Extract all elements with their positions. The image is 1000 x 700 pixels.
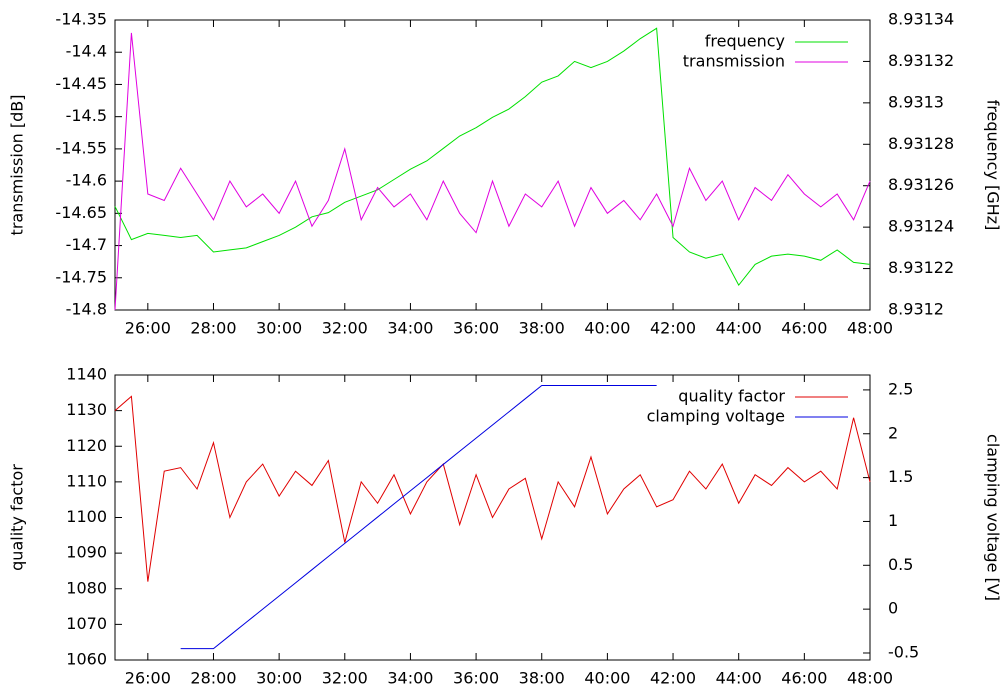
y2-tick-label: 8.9312 — [888, 300, 944, 319]
y-tick-label: 1060 — [66, 650, 107, 669]
y2-tick-label: 2 — [888, 423, 898, 442]
y-tick-label: 1100 — [66, 507, 107, 526]
x-tick-label: 42:00 — [650, 319, 696, 338]
y-tick-label: -14.7 — [66, 235, 107, 254]
legend-label: quality factor — [678, 387, 785, 406]
x-tick-label: 40:00 — [584, 669, 630, 688]
y2-tick-label: -0.5 — [888, 642, 919, 661]
y-tick-label: 1090 — [66, 543, 107, 562]
x-tick-label: 32:00 — [322, 319, 368, 338]
legend-label: frequency — [705, 32, 785, 51]
x-tick-label: 48:00 — [847, 319, 893, 338]
y2-axis-label: clamping voltage [V] — [984, 434, 1000, 601]
y2-tick-label: 8.93128 — [888, 134, 954, 153]
y-tick-label: -14.6 — [66, 171, 107, 190]
plot-border — [114, 19, 871, 311]
x-tick-label: 26:00 — [125, 319, 171, 338]
x-tick-label: 28:00 — [190, 669, 236, 688]
x-tick-label: 28:00 — [190, 319, 236, 338]
x-tick-label: 44:00 — [716, 319, 762, 338]
y2-tick-label: 8.93132 — [888, 51, 954, 70]
y-tick-label: -14.8 — [66, 300, 107, 319]
x-tick-label: 46:00 — [781, 319, 827, 338]
y2-tick-label: 1.5 — [888, 467, 913, 486]
x-tick-label: 46:00 — [781, 669, 827, 688]
y-tick-label: -14.75 — [55, 267, 107, 286]
y2-tick-label: 0 — [888, 599, 898, 618]
y2-axis-label: frequency [GHz] — [984, 100, 1000, 231]
y2-tick-label: 1 — [888, 511, 898, 530]
y-tick-label: 1110 — [66, 471, 107, 490]
y-tick-label: 1080 — [66, 578, 107, 597]
x-tick-label: 40:00 — [584, 319, 630, 338]
legend-label: clamping voltage — [647, 407, 785, 426]
y2-tick-label: 8.93122 — [888, 258, 954, 277]
y-tick-label: -14.45 — [55, 74, 107, 93]
y-tick-label: -14.35 — [55, 10, 107, 29]
y2-tick-label: 0.5 — [888, 555, 913, 574]
x-tick-label: 34:00 — [387, 669, 433, 688]
x-tick-label: 48:00 — [847, 669, 893, 688]
y2-tick-label: 2.5 — [888, 379, 913, 398]
x-tick-label: 32:00 — [322, 669, 368, 688]
y-axis-label: transmission [dB] — [8, 95, 27, 236]
y2-tick-label: 8.93134 — [888, 10, 954, 29]
x-tick-label: 38:00 — [519, 319, 565, 338]
y-axis-label: quality factor — [8, 464, 27, 571]
y-tick-label: 1070 — [66, 614, 107, 633]
y-tick-label: -14.55 — [55, 138, 107, 157]
x-tick-label: 36:00 — [453, 319, 499, 338]
x-tick-label: 26:00 — [125, 669, 171, 688]
y-tick-label: 1120 — [66, 436, 107, 455]
y2-tick-label: 8.9313 — [888, 92, 944, 111]
data-line — [114, 395, 871, 582]
x-tick-label: 30:00 — [256, 319, 302, 338]
x-tick-label: 34:00 — [387, 319, 433, 338]
data-line — [114, 27, 871, 287]
legend-label: transmission — [683, 52, 785, 71]
x-tick-label: 44:00 — [716, 669, 762, 688]
y2-tick-label: 8.93124 — [888, 217, 954, 236]
y-tick-label: -14.4 — [66, 42, 107, 61]
x-tick-label: 30:00 — [256, 669, 302, 688]
y-tick-label: -14.65 — [55, 203, 107, 222]
y-tick-label: -14.5 — [66, 106, 107, 125]
y-tick-label: 1140 — [66, 365, 107, 384]
x-tick-label: 36:00 — [453, 669, 499, 688]
data-line — [180, 385, 657, 650]
y-tick-label: 1130 — [66, 400, 107, 419]
y2-tick-label: 8.93126 — [888, 175, 954, 194]
x-tick-label: 42:00 — [650, 669, 696, 688]
x-tick-label: 38:00 — [519, 669, 565, 688]
data-line — [114, 32, 871, 311]
